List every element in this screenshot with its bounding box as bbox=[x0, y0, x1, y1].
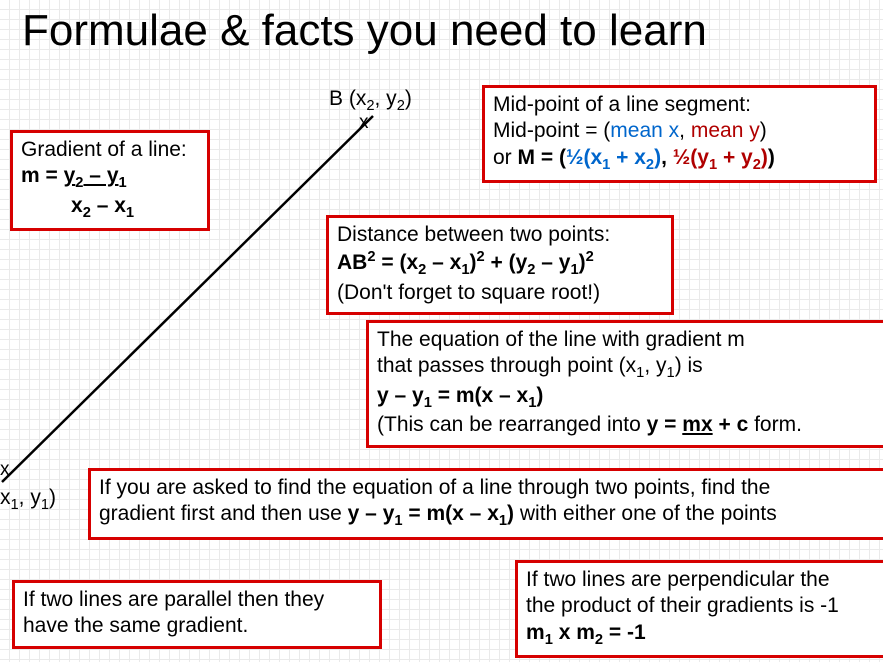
box-distance: Distance between two points: AB2 = (x2 –… bbox=[326, 215, 674, 315]
page-title: Formulae & facts you need to learn bbox=[22, 6, 707, 56]
box-gradient: Gradient of a line: m = y2 – y1 x2 – x1 bbox=[10, 130, 210, 231]
point-a-label: x1, y1) bbox=[0, 486, 56, 513]
box-midpoint: Mid-point of a line segment: Mid-point =… bbox=[482, 85, 877, 183]
box-two-points: If you are asked to find the equation of… bbox=[88, 468, 883, 540]
point-a-marker: x bbox=[0, 459, 10, 481]
box-equation-line: The equation of the line with gradient m… bbox=[366, 320, 883, 448]
box-perpendicular: If two lines are perpendicular the the p… bbox=[515, 560, 883, 658]
box-parallel: If two lines are parallel then they have… bbox=[12, 580, 382, 649]
point-b-label: B (x2, y2) x bbox=[329, 87, 412, 138]
point-b-marker: x bbox=[359, 112, 369, 133]
